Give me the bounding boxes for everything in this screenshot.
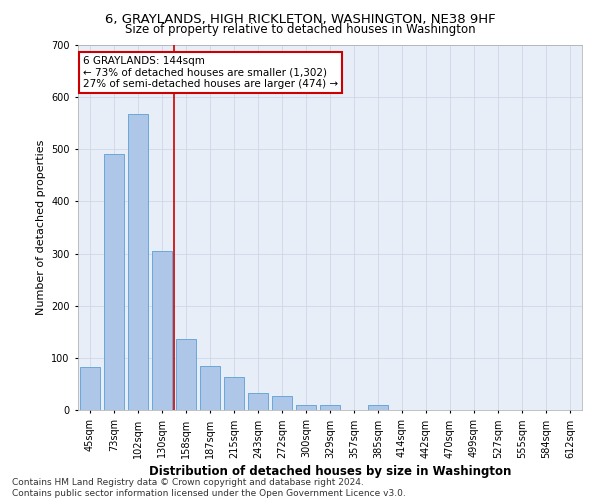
Bar xyxy=(152,252,172,410)
Bar xyxy=(320,405,340,410)
Y-axis label: Number of detached properties: Number of detached properties xyxy=(35,140,46,315)
Text: 6, GRAYLANDS, HIGH RICKLETON, WASHINGTON, NE38 9HF: 6, GRAYLANDS, HIGH RICKLETON, WASHINGTON… xyxy=(104,12,496,26)
X-axis label: Distribution of detached houses by size in Washington: Distribution of detached houses by size … xyxy=(149,465,511,478)
Bar xyxy=(128,114,148,410)
Bar xyxy=(176,339,196,410)
Bar xyxy=(248,394,268,410)
Bar xyxy=(368,405,388,410)
Bar xyxy=(200,366,220,410)
Text: Size of property relative to detached houses in Washington: Size of property relative to detached ho… xyxy=(125,22,475,36)
Bar xyxy=(296,405,316,410)
Text: Contains HM Land Registry data © Crown copyright and database right 2024.
Contai: Contains HM Land Registry data © Crown c… xyxy=(12,478,406,498)
Bar xyxy=(80,367,100,410)
Bar xyxy=(272,396,292,410)
Bar xyxy=(104,154,124,410)
Text: 6 GRAYLANDS: 144sqm
← 73% of detached houses are smaller (1,302)
27% of semi-det: 6 GRAYLANDS: 144sqm ← 73% of detached ho… xyxy=(83,56,338,89)
Bar xyxy=(224,377,244,410)
